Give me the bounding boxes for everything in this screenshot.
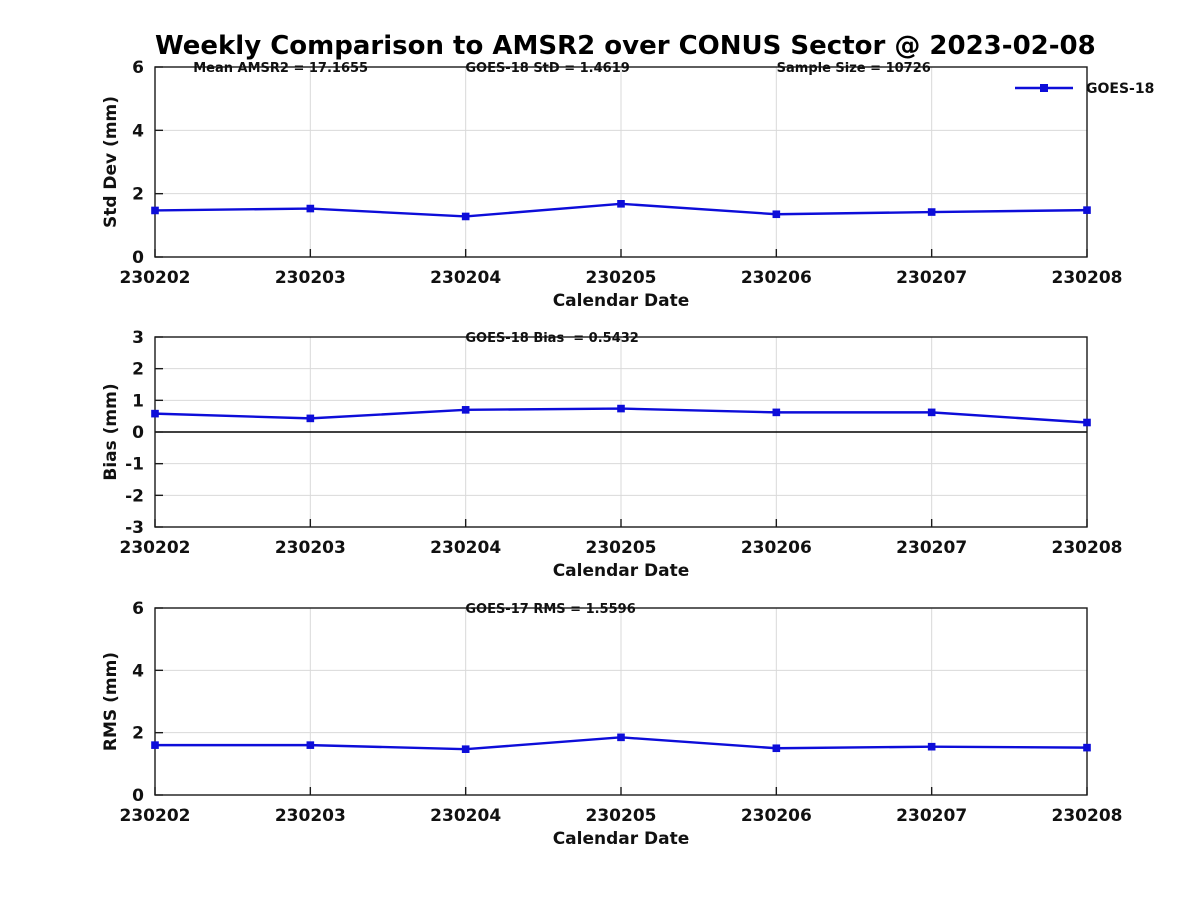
- y-tick-label: 3: [132, 328, 144, 348]
- y-tick-label: 2: [132, 185, 144, 205]
- x-tick-label: 230207: [896, 268, 967, 288]
- data-point-marker: [1083, 743, 1091, 752]
- data-point-marker: [151, 409, 159, 418]
- x-tick-label: 230206: [741, 806, 812, 826]
- data-point-marker: [461, 745, 470, 753]
- y-tick-label: -2: [125, 486, 144, 506]
- y-tick-label: 0: [132, 248, 144, 268]
- data-point-marker: [151, 741, 159, 749]
- bias-chart: -3 -2 -1 0 1 2 3 230202 230203 230204 230205 230206…: [101, 328, 1122, 581]
- y-tick-label: 6: [132, 599, 144, 619]
- data-point-marker: [151, 206, 159, 215]
- data-point-marker: [1083, 418, 1091, 427]
- x-axis-label: Calendar Date: [553, 561, 690, 581]
- y-tick-label: 4: [132, 121, 144, 141]
- x-tick-label: 230208: [1052, 806, 1123, 826]
- x-tick-label: 230208: [1052, 538, 1123, 558]
- data-point-marker: [617, 200, 625, 208]
- data-point-marker: [1083, 206, 1091, 214]
- annotation: Sample Size = 10726: [777, 61, 931, 76]
- y-tick-label: 4: [132, 661, 144, 681]
- x-tick-label: 230203: [275, 268, 346, 288]
- x-tick-label: 230206: [741, 268, 812, 288]
- x-tick-label: 230206: [741, 538, 812, 558]
- data-point-marker: [772, 744, 781, 753]
- x-tick-label: 230207: [896, 806, 967, 826]
- annotation: GOES-18 Bias = 0.5432: [465, 331, 638, 346]
- y-axis-label: RMS (mm): [101, 652, 121, 751]
- legend-label: GOES-18: [1086, 81, 1154, 97]
- legend: GOES-18: [1015, 81, 1154, 97]
- annotation: Mean AMSR2 = 17.1655: [193, 61, 368, 76]
- y-tick-label: 0: [132, 423, 144, 443]
- y-tick-label: 2: [132, 360, 144, 380]
- data-point-marker: [617, 404, 625, 413]
- y-tick-label: -3: [125, 518, 144, 538]
- y-tick-label: 0: [132, 786, 144, 806]
- x-tick-label: 230204: [430, 268, 501, 288]
- figure-title: Weekly Comparison to AMSR2 over CONUS Se…: [155, 31, 1096, 61]
- x-tick-label: 230208: [1052, 268, 1123, 288]
- data-point-marker: [927, 742, 936, 751]
- x-tick-label: 230204: [430, 806, 501, 826]
- x-tick-label: 230202: [120, 538, 191, 558]
- data-point-marker: [927, 408, 936, 417]
- data-point-marker: [617, 733, 625, 742]
- x-tick-label: 230202: [120, 806, 191, 826]
- x-tick-label: 230202: [120, 268, 191, 288]
- data-point-marker: [461, 212, 470, 221]
- data-point-marker: [306, 204, 315, 213]
- y-tick-label: -1: [125, 455, 144, 475]
- x-tick-label: 230203: [275, 806, 346, 826]
- data-point-marker: [306, 414, 315, 423]
- x-tick-label: 230207: [896, 538, 967, 558]
- x-tick-label: 230205: [586, 538, 657, 558]
- stddev-chart: 0 2 4 6 230202 230203 230204 230205 230206 230207…: [101, 58, 1154, 311]
- x-axis-label: Calendar Date: [553, 829, 690, 849]
- y-axis-label: Std Dev (mm): [101, 96, 121, 228]
- data-point-marker: [772, 408, 781, 417]
- legend-marker: [1040, 84, 1048, 92]
- x-tick-label: 230205: [586, 806, 657, 826]
- y-tick-label: 6: [132, 58, 144, 78]
- x-tick-label: 230204: [430, 538, 501, 558]
- y-tick-label: 2: [132, 724, 144, 744]
- annotation: GOES-17 RMS = 1.5596: [465, 602, 635, 617]
- data-point-marker: [461, 406, 470, 414]
- data-point-marker: [772, 210, 781, 219]
- x-tick-label: 230203: [275, 538, 346, 558]
- data-point-marker: [927, 208, 936, 216]
- x-tick-label: 230205: [586, 268, 657, 288]
- rms-chart: 0 2 4 6 230202 230203 230204 230205 230206 230207…: [101, 599, 1122, 849]
- y-axis-label: Bias (mm): [101, 383, 121, 480]
- annotation: GOES-18 StD = 1.4619: [465, 61, 629, 76]
- x-axis-label: Calendar Date: [553, 291, 690, 311]
- data-point-marker: [306, 741, 315, 749]
- y-tick-label: 1: [132, 391, 144, 411]
